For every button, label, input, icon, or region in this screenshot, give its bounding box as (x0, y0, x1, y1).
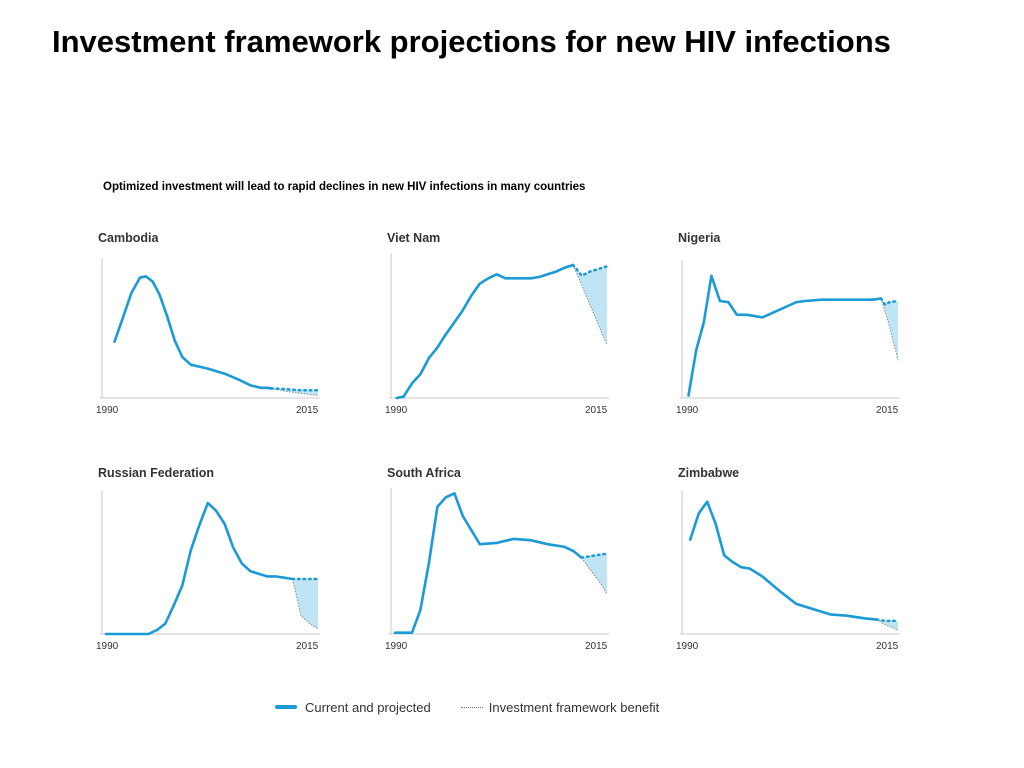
x-tick-label: 1990 (96, 641, 119, 652)
projected-line (875, 618, 900, 623)
chart-title: South Africa (387, 466, 462, 480)
legend-label-benefit: Investment framework benefit (488, 699, 660, 715)
chart-subtitle: Optimized investment will lead to rapid … (103, 181, 586, 193)
x-tick-label: 2015 (585, 405, 608, 416)
chart-title: Zimbabwe (678, 466, 739, 480)
page-title: Investment framework projections for new… (52, 24, 891, 59)
current-line (688, 500, 879, 621)
chart-panel: South Africa 1990 2015 (385, 466, 609, 652)
x-tick-label: 2015 (876, 405, 899, 416)
x-tick-label: 2015 (296, 641, 319, 652)
projected-line (270, 387, 320, 392)
legend-label-current: Current and projected (305, 699, 431, 715)
legend-item-benefit: Investment framework benefit (460, 699, 660, 715)
benefit-line (572, 264, 608, 345)
chart-panel: Nigeria 1990 2015 (676, 231, 900, 416)
current-line (395, 263, 575, 400)
current-line (104, 501, 294, 636)
benefit-area (292, 579, 318, 629)
projected-line (571, 263, 609, 278)
chart-title: Viet Nam (387, 231, 440, 245)
chart-title: Russian Federation (98, 466, 214, 480)
x-tick-label: 1990 (385, 641, 408, 652)
legend-swatch-benefit (460, 706, 483, 708)
current-line (687, 274, 883, 397)
chart-title: Cambodia (98, 231, 159, 245)
chart-title: Nigeria (678, 231, 721, 245)
projected-line (879, 297, 900, 307)
chart-legend: Current and projected Investment framewo… (275, 698, 689, 716)
x-tick-label: 1990 (385, 405, 408, 416)
chart-panel: Viet Nam 1990 2015 (385, 231, 609, 416)
current-line (113, 275, 273, 390)
x-tick-label: 2015 (585, 641, 608, 652)
benefit-area (581, 553, 607, 594)
benefit-area (881, 298, 898, 361)
benefit-line (581, 557, 608, 595)
chart-panel: Zimbabwe 1990 2015 (676, 466, 900, 652)
chart-panel: Cambodia 1990 2015 (96, 231, 320, 416)
benefit-line (880, 298, 899, 361)
legend-item-current: Current and projected (275, 700, 431, 715)
benefit-area (876, 619, 898, 631)
x-tick-label: 2015 (296, 405, 319, 416)
projected-line (580, 552, 609, 559)
x-tick-label: 1990 (96, 405, 119, 416)
benefit-line (292, 578, 319, 630)
current-line (393, 491, 583, 635)
x-tick-label: 2015 (876, 641, 899, 652)
x-tick-label: 1990 (676, 641, 699, 652)
chart-panel: Russian Federation 1990 2015 (96, 466, 320, 652)
legend-swatch-current (275, 705, 297, 709)
x-tick-label: 1990 (676, 405, 699, 416)
benefit-line (876, 619, 899, 631)
